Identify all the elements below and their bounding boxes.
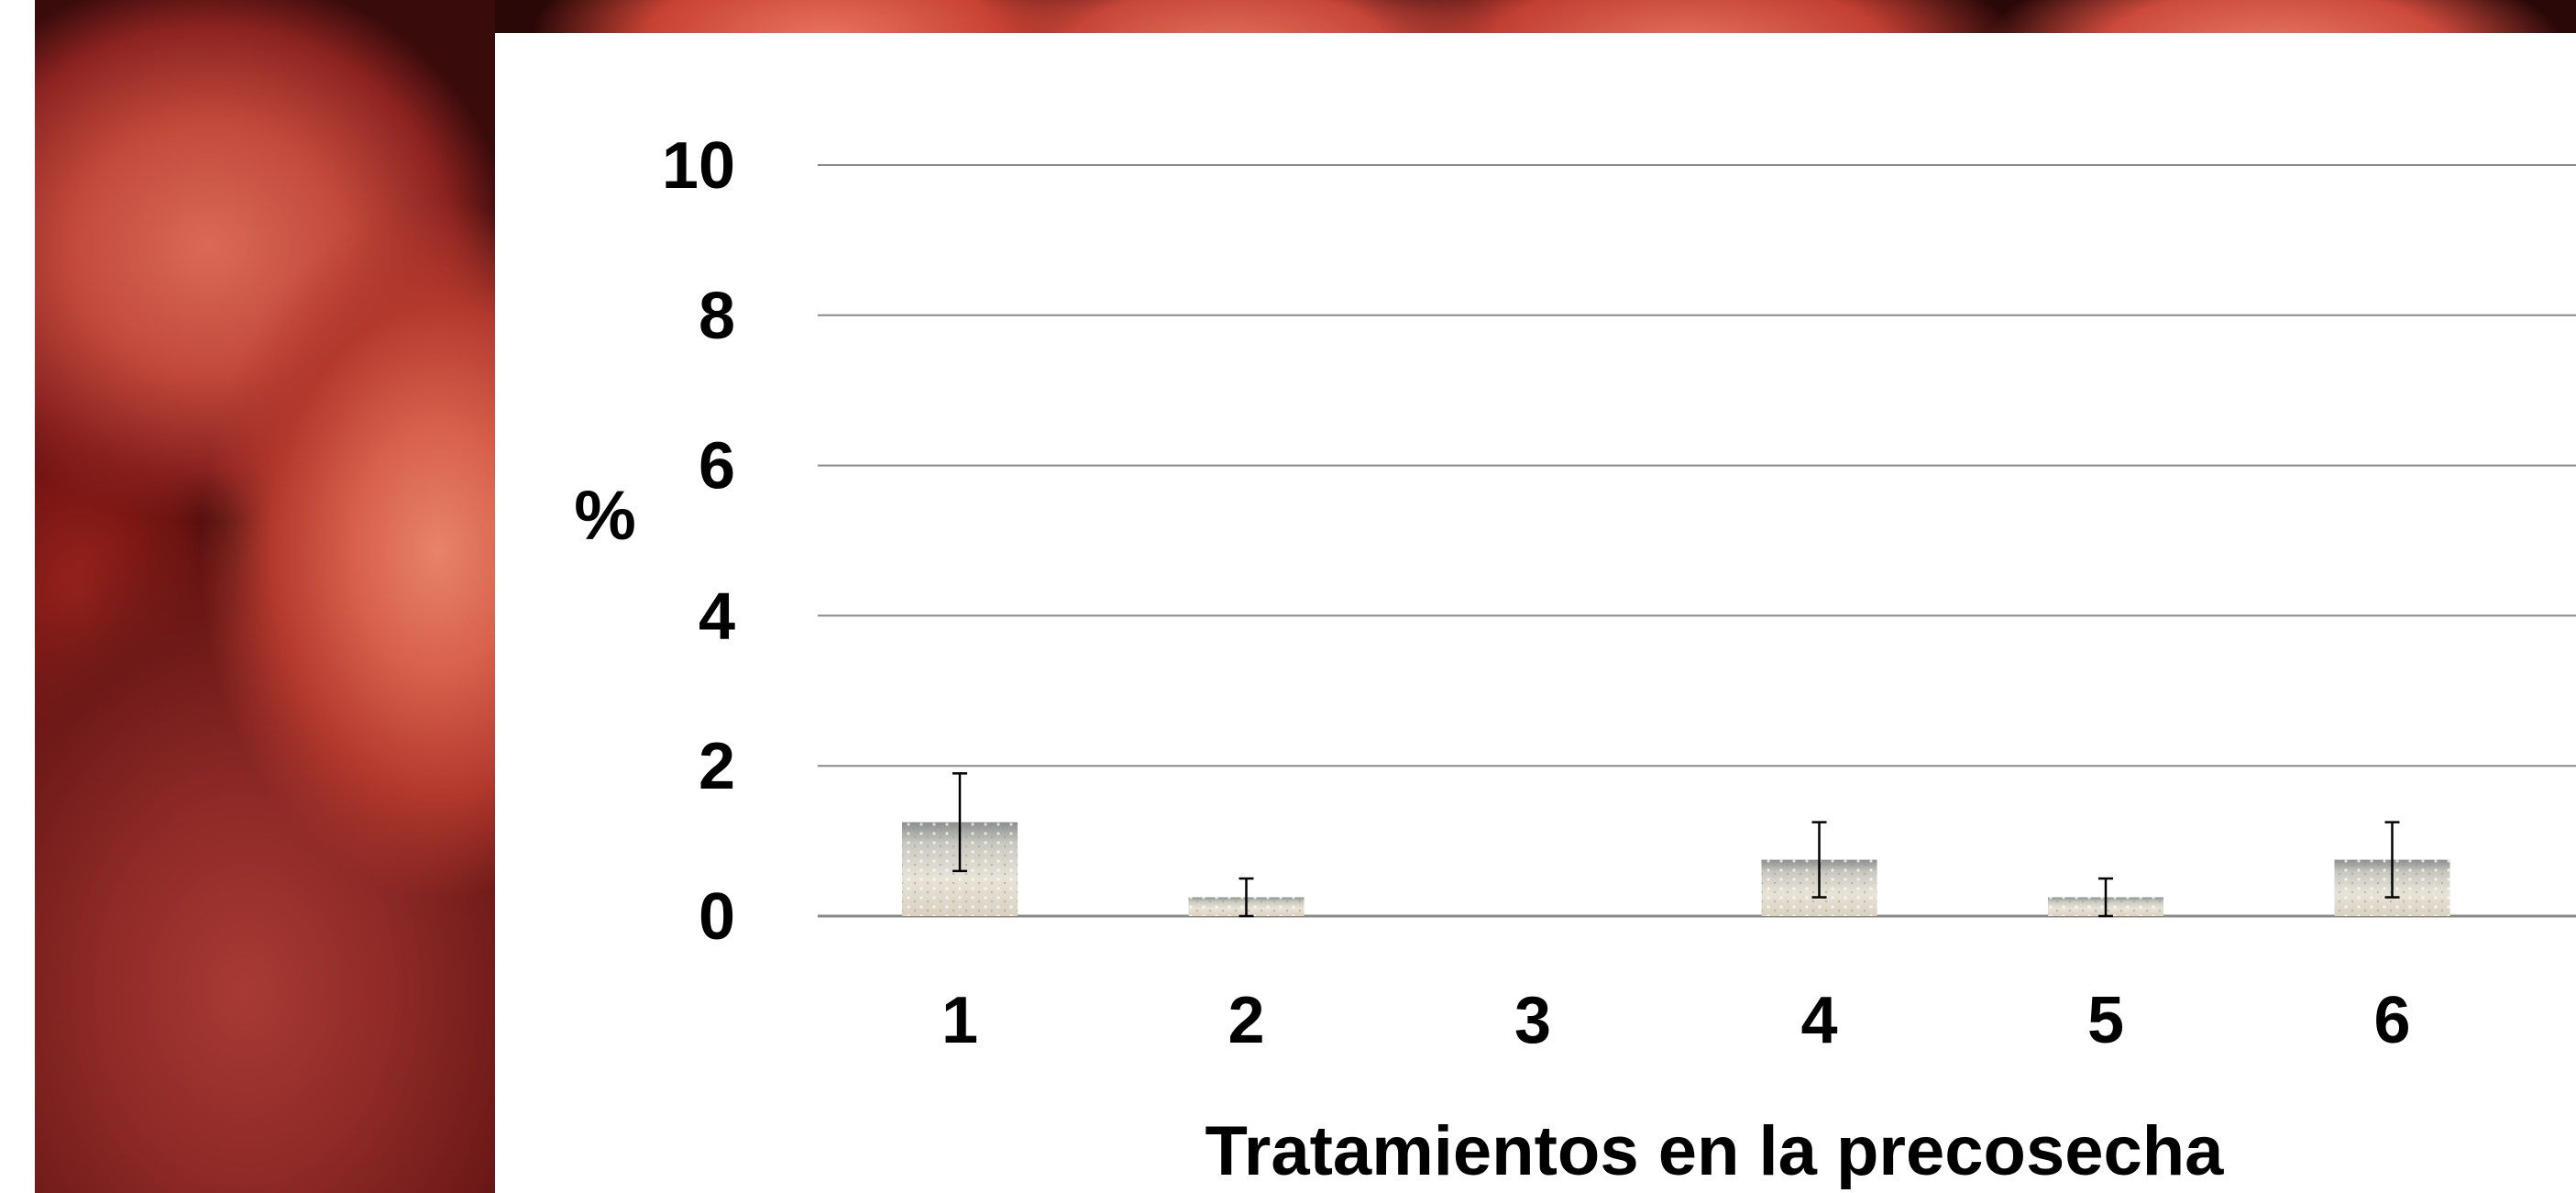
x-tick-label: 2 <box>1227 984 1264 1057</box>
y-axis-title: % <box>574 477 636 555</box>
x-tick-label: 4 <box>1800 984 1837 1057</box>
peach-photo-top-strip <box>495 0 2576 33</box>
error-bars <box>952 772 2400 918</box>
y-tick-label: 0 <box>699 880 735 954</box>
y-tick-labels: 0 2 4 6 8 10 <box>662 129 735 954</box>
y-tick-label: 4 <box>699 580 735 653</box>
x-axis-title: Tratamientos en la precosecha <box>1205 1112 2225 1190</box>
peach-photo-background <box>35 0 495 1193</box>
error-bar-4 <box>1811 821 1827 899</box>
x-tick-labels: 1 2 3 4 5 6 <box>941 984 2411 1057</box>
error-bar-6 <box>2384 821 2400 899</box>
y-tick-label: 6 <box>699 430 735 503</box>
x-tick-label: 5 <box>2087 984 2124 1057</box>
gridlines <box>818 164 2576 918</box>
x-tick-label: 6 <box>2373 984 2410 1057</box>
x-tick-label: 3 <box>1514 984 1551 1057</box>
error-bar-2 <box>1238 877 1254 918</box>
x-tick-label: 1 <box>941 984 978 1057</box>
error-bar-5 <box>2098 877 2113 918</box>
y-tick-label: 8 <box>699 280 735 353</box>
error-bar-1 <box>952 772 967 873</box>
bars <box>902 822 2450 916</box>
y-tick-label: 2 <box>699 730 735 803</box>
y-tick-label: 10 <box>662 129 735 203</box>
